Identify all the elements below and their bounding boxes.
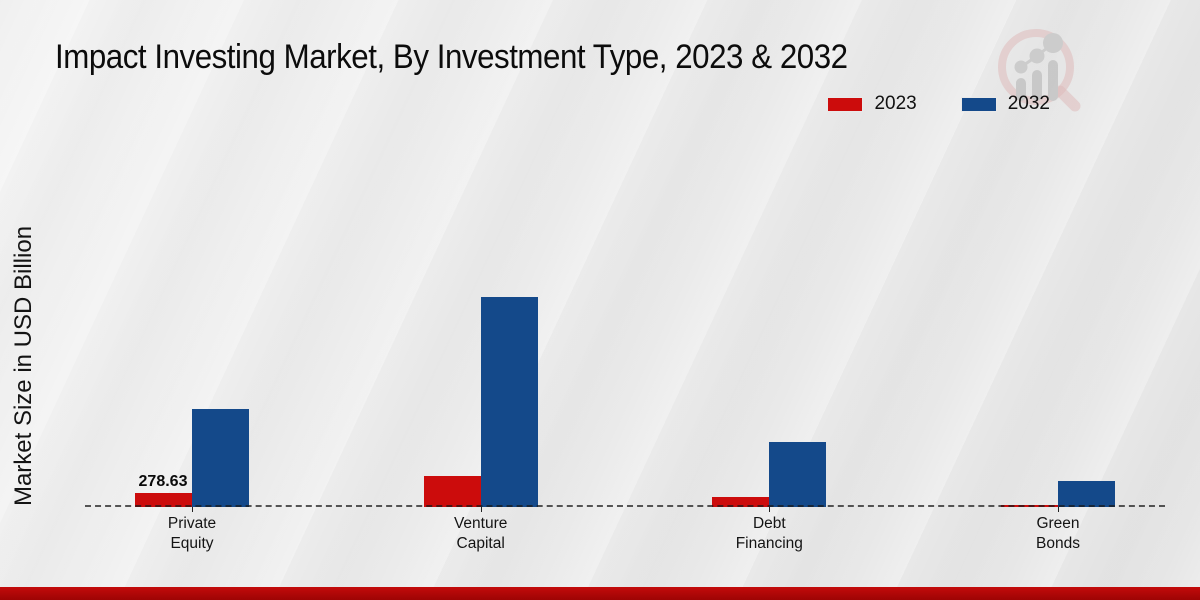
legend-swatch-2032 [960, 96, 997, 112]
category-label-venture-capital: Venture Capital [453, 515, 508, 552]
bar-2032-private-equity [192, 409, 249, 507]
axis-tick-private-equity [192, 507, 193, 512]
x-axis-baseline [85, 505, 1165, 507]
bar-2032-green-bonds [1058, 480, 1115, 507]
axis-tick-venture-capital [480, 507, 482, 512]
bar-2032-debt-financing [769, 441, 827, 507]
bar-2023-debt-financing [712, 497, 770, 507]
category-label-debt-financing: Debt Financing [735, 515, 803, 552]
bar-2023-private-equity [135, 493, 192, 507]
footer-accent-band [0, 587, 1200, 600]
category-label-green-bonds: Green Bonds [1036, 515, 1080, 552]
legend-item-2032: 2032 [960, 93, 1050, 115]
bar-2023-venture-capital [423, 475, 481, 507]
legend-label-2032: 2032 [1007, 93, 1050, 114]
axis-tick-debt-financing [769, 507, 771, 512]
y-axis-label: Market Size in USD Billion [10, 225, 37, 507]
axis-tick-green-bonds [1058, 507, 1059, 512]
data-label-2023: 278.63 [138, 473, 188, 490]
legend: 2023 2032 [827, 93, 1050, 115]
bar-2032-venture-capital [480, 297, 538, 507]
legend-item-2023: 2023 [827, 93, 917, 115]
legend-label-2023: 2023 [874, 93, 917, 114]
magnifier-growth-chart-logo-icon [998, 29, 1081, 112]
category-label-private-equity: Private Equity [167, 515, 217, 552]
chart-title: Impact Investing Market, By Investment T… [55, 38, 848, 76]
legend-swatch-2023 [827, 96, 864, 112]
